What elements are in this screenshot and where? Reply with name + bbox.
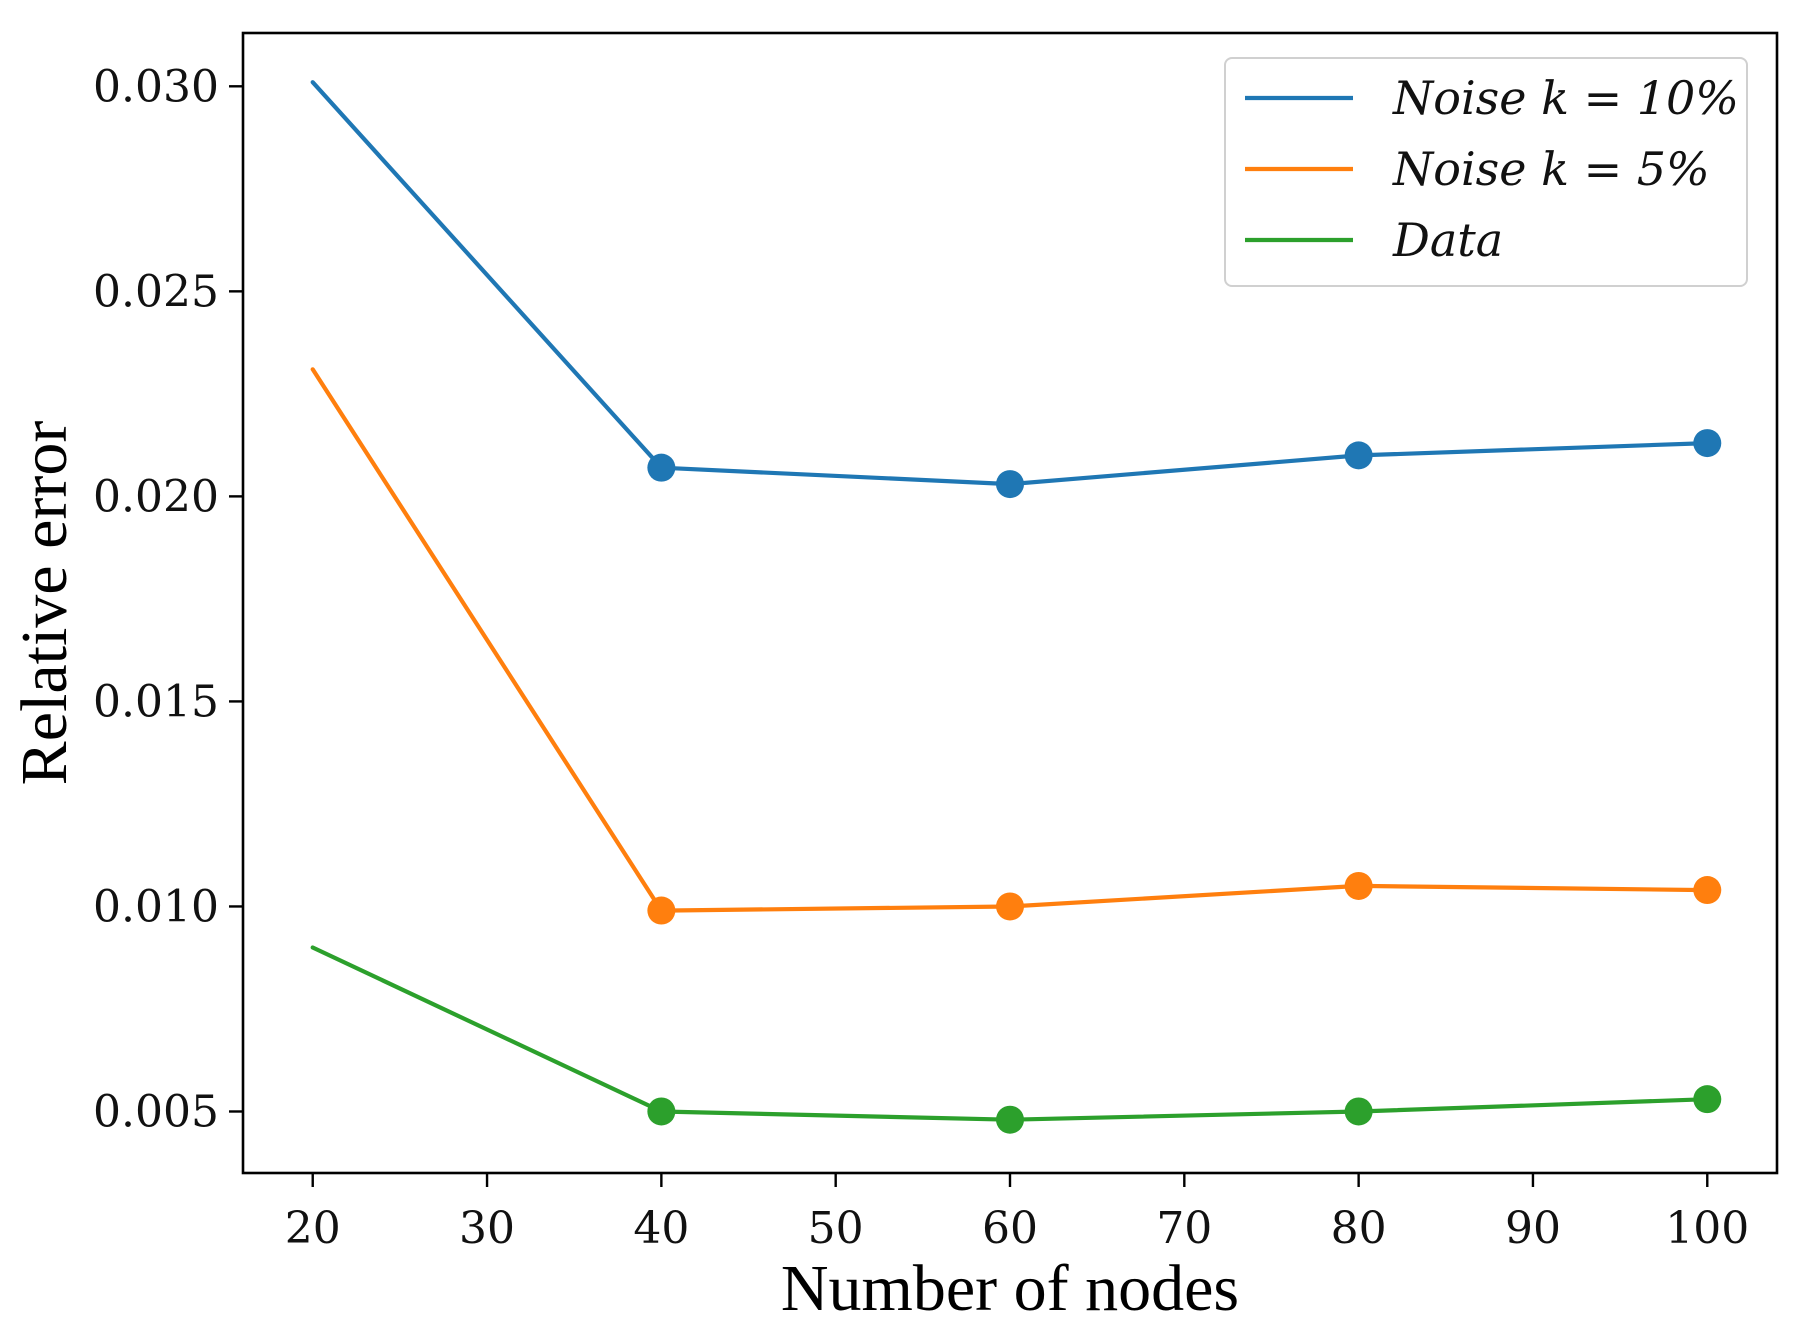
- data-point-noise-k-10: [1693, 429, 1722, 458]
- y-tick-label: 0.015: [93, 676, 219, 727]
- data-point-noise-k-5: [1344, 871, 1373, 900]
- x-tick-label: 40: [633, 1203, 689, 1254]
- y-axis-title: Relative error: [8, 421, 81, 786]
- data-point-data: [996, 1105, 1024, 1134]
- x-tick-label: 70: [1156, 1203, 1212, 1254]
- x-tick-label: 60: [982, 1203, 1038, 1254]
- legend-label: Data: [1392, 213, 1503, 267]
- y-tick-label: 0.030: [93, 61, 219, 112]
- data-point-noise-k-5: [1693, 876, 1722, 905]
- legend-label: Noise k = 10%: [1392, 71, 1739, 125]
- legend-label: Noise k = 5%: [1392, 142, 1710, 196]
- data-point-data: [647, 1097, 676, 1126]
- legend-box: [1224, 57, 1748, 287]
- data-point-noise-k-5: [647, 896, 676, 925]
- x-tick-label: 50: [808, 1203, 864, 1254]
- x-tick-label: 20: [285, 1203, 341, 1254]
- series-layer: [310, 80, 1722, 1134]
- data-point-noise-k-10: [1344, 441, 1373, 470]
- y-tick-label: 0.020: [93, 471, 219, 522]
- data-point-data: [1693, 1085, 1722, 1114]
- y-tick-label: 0.025: [93, 266, 219, 317]
- x-tick-label: 90: [1505, 1203, 1561, 1254]
- data-point-noise-k-10: [647, 453, 676, 482]
- y-tick-label: 0.010: [93, 881, 219, 932]
- data-point-data: [1344, 1097, 1373, 1126]
- y-tick-label: 0.005: [93, 1086, 219, 1137]
- x-tick-label: 80: [1331, 1203, 1387, 1254]
- legend: Noise k = 10% Noise k = 5% Data: [1224, 57, 1748, 287]
- data-point-noise-k-5: [996, 892, 1024, 921]
- axis-layer: 20 30 40 50 60 70 80 90 100 0.005 0.010 0.015 0.020 0…: [93, 61, 1749, 1254]
- data-point-noise-k-10: [996, 470, 1024, 499]
- x-tick-label: 30: [459, 1203, 515, 1254]
- x-axis-title: Number of nodes: [781, 1252, 1239, 1325]
- x-tick-label: 100: [1665, 1203, 1749, 1254]
